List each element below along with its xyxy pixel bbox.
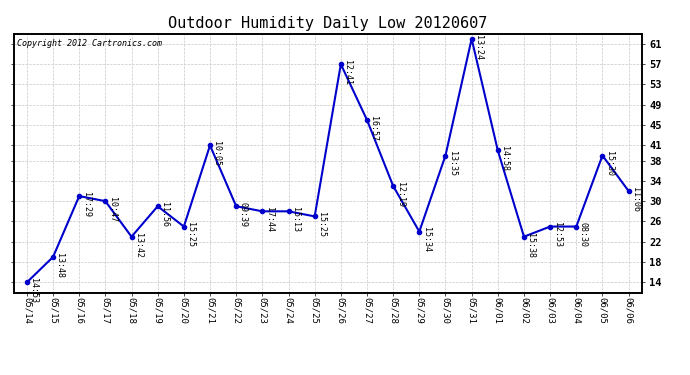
Text: Copyright 2012 Cartronics.com: Copyright 2012 Cartronics.com (17, 39, 162, 48)
Text: 17:29: 17:29 (81, 192, 90, 217)
Text: 14:58: 14:58 (500, 146, 509, 171)
Text: 13:35: 13:35 (448, 152, 457, 176)
Text: 10:05: 10:05 (213, 141, 221, 166)
Text: 13:48: 13:48 (55, 253, 64, 278)
Text: 13:42: 13:42 (134, 232, 143, 258)
Text: 15:25: 15:25 (317, 212, 326, 237)
Text: 15:25: 15:25 (186, 222, 195, 248)
Text: 14:53: 14:53 (30, 278, 39, 303)
Text: 16:57: 16:57 (369, 116, 378, 141)
Text: 12:53: 12:53 (553, 222, 562, 248)
Text: 10:47: 10:47 (108, 197, 117, 222)
Text: 13:24: 13:24 (474, 34, 483, 60)
Text: 12:19: 12:19 (395, 182, 404, 207)
Text: 15:13: 15:13 (291, 207, 300, 232)
Text: 12:41: 12:41 (344, 60, 353, 85)
Text: 09:39: 09:39 (239, 202, 248, 227)
Text: 11:06: 11:06 (631, 187, 640, 212)
Title: Outdoor Humidity Daily Low 20120607: Outdoor Humidity Daily Low 20120607 (168, 16, 487, 31)
Text: 17:44: 17:44 (265, 207, 274, 232)
Text: 08:30: 08:30 (579, 222, 588, 248)
Text: 11:56: 11:56 (160, 202, 169, 227)
Text: 15:34: 15:34 (422, 228, 431, 252)
Text: 15:30: 15:30 (605, 152, 614, 176)
Text: 15:38: 15:38 (526, 232, 535, 258)
